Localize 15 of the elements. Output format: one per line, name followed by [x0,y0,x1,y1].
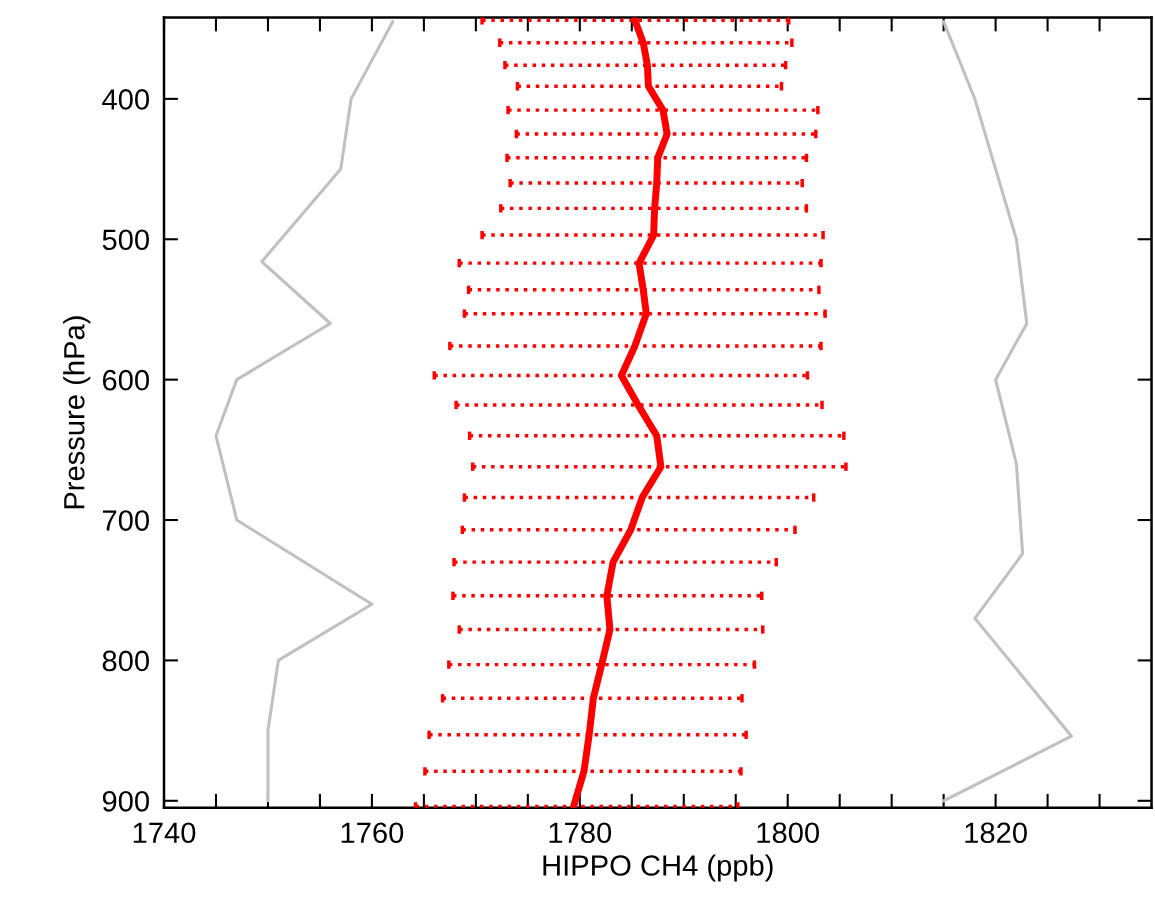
y-tick-label: 400 [102,89,149,110]
y-tick-label: 500 [102,229,149,251]
y-tick-label: 700 [102,510,149,531]
y-tick-label: 900 [102,790,149,812]
line-series [942,20,1074,803]
y-tick-label: 800 [102,650,149,672]
x-axis-title: HIPPO CH4 (ppb) [543,854,773,882]
line-series [214,20,395,803]
y-axis-title: Pressure (hPa) [63,316,91,509]
x-tick-label: 1820 [965,822,1027,844]
x-tick-label: 1780 [549,822,612,844]
x-tick-label: 1760 [341,822,404,844]
x-tick-label: 1740 [133,822,196,844]
x-tick-label: 1800 [757,822,820,844]
y-tick-label: 600 [102,369,149,391]
